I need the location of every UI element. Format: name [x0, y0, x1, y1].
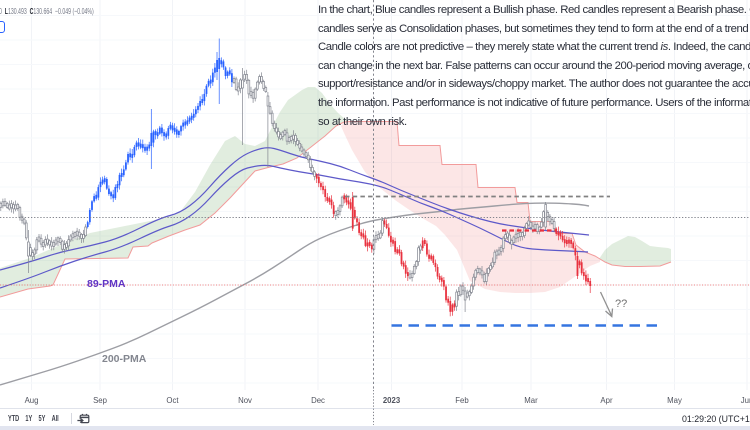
svg-text:200-PMA: 200-PMA: [102, 353, 147, 365]
svg-text:89-PMA: 89-PMA: [87, 278, 126, 290]
svg-text:??: ??: [615, 298, 627, 310]
